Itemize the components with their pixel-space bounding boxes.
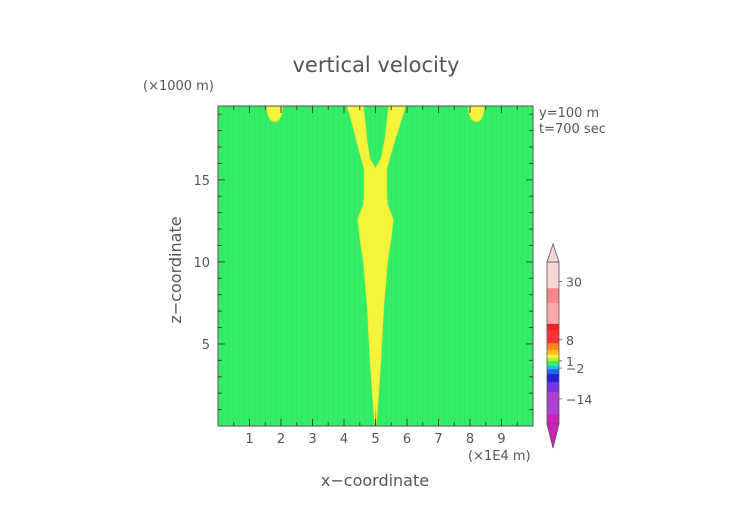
- colorbar-segment: [547, 368, 559, 375]
- x-tick-label: 6: [403, 432, 411, 447]
- colorbar-segment: [547, 349, 559, 355]
- x-tick-label: 9: [497, 432, 505, 447]
- updraft-plume: [346, 105, 406, 427]
- x-axis-label: x−coordinate: [321, 471, 429, 490]
- colorbar-segment: [547, 323, 559, 331]
- x-tick-label: 4: [340, 432, 348, 447]
- colorbar-segment: [547, 373, 559, 383]
- y-tick-label: 5: [202, 338, 210, 353]
- colorbar-top-arrow: [546, 242, 560, 263]
- colorbar-segment: [547, 354, 559, 358]
- chart-title: vertical velocity: [292, 53, 459, 77]
- colorbar-segment: [547, 381, 559, 392]
- colorbar-segment: [547, 365, 559, 370]
- colorbar-segment: [547, 343, 559, 350]
- axes: 1 2 3 4 5 6 7 8 9 5 10 15: [193, 105, 534, 447]
- y-axis-unit: (×1000 m): [143, 79, 214, 94]
- colorbar-segment: [547, 360, 559, 366]
- x-tick-label: 5: [371, 432, 379, 447]
- colorbar-segment: [547, 287, 559, 303]
- colorbar-segment: [547, 330, 559, 344]
- colorbar-bottom-arrow: [546, 423, 560, 449]
- colorbar-label: 30: [566, 274, 582, 289]
- y-tick-label: 10: [193, 256, 210, 271]
- colorbar-label: 8: [566, 333, 574, 348]
- colorbar: 30 8 1−2 −14: [546, 242, 592, 449]
- colorbar-segment: [547, 391, 559, 415]
- annotation-time: t=700 sec: [539, 122, 606, 137]
- plot-area: [218, 105, 533, 427]
- colorbar-label: 1: [566, 354, 574, 369]
- colorbar-segment: [547, 262, 559, 289]
- x-tick-label: 3: [308, 432, 316, 447]
- y-tick-label: 15: [193, 174, 210, 189]
- x-tick-label: 1: [245, 432, 253, 447]
- x-tick-label: 8: [466, 432, 474, 447]
- x-axis-unit: (×1E4 m): [468, 449, 531, 464]
- annotation-y-position: y=100 m: [539, 106, 599, 121]
- colorbar-label: −2: [566, 361, 584, 376]
- colorbar-label: −14: [566, 392, 592, 407]
- colorbar-segment: [547, 302, 559, 324]
- y-axis-label: z−coordinate: [166, 216, 185, 323]
- colorbar-segment: [547, 357, 559, 362]
- colorbar-segment: [547, 414, 559, 425]
- x-tick-label: 7: [434, 432, 442, 447]
- x-tick-label: 2: [277, 432, 285, 447]
